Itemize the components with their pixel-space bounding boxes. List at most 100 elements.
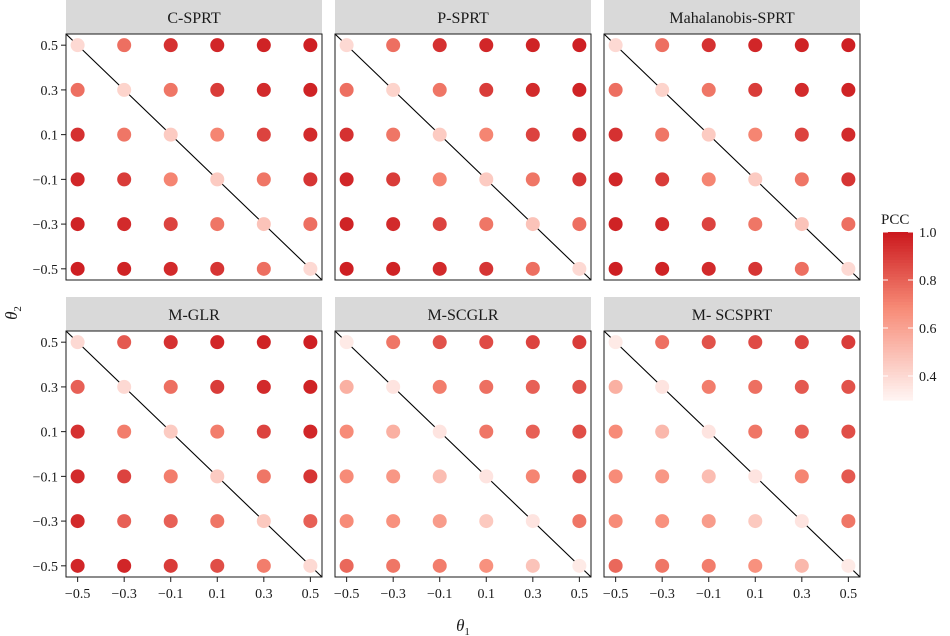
data-point xyxy=(256,217,271,232)
data-point xyxy=(794,217,809,232)
legend-gradient-band xyxy=(883,386,913,390)
data-point xyxy=(572,127,587,142)
data-point xyxy=(303,127,318,142)
data-point xyxy=(386,424,401,439)
data-point xyxy=(163,514,178,529)
data-point xyxy=(701,172,716,187)
data-point xyxy=(655,424,670,439)
data-point xyxy=(386,558,401,573)
data-point xyxy=(432,172,447,187)
data-point xyxy=(572,38,587,53)
data-point xyxy=(655,469,670,484)
data-point xyxy=(748,38,763,53)
data-point xyxy=(70,558,85,573)
data-point xyxy=(748,469,763,484)
data-point xyxy=(525,514,540,529)
data-point xyxy=(117,558,132,573)
data-point xyxy=(163,335,178,350)
x-tick-label: 0.5 xyxy=(840,587,858,602)
legend-gradient-band xyxy=(883,299,913,303)
x-tick-label: 0.5 xyxy=(302,587,320,602)
panel-border xyxy=(603,330,861,578)
data-point xyxy=(339,172,354,187)
y-tick-label: 0.5 xyxy=(41,336,59,351)
data-point xyxy=(210,469,225,484)
x-tick-label: −0.3 xyxy=(649,587,674,602)
facet-title: M- SCSPRT xyxy=(692,307,773,324)
data-point xyxy=(608,469,623,484)
legend-gradient-band xyxy=(883,240,913,244)
legend-gradient-band xyxy=(883,330,913,334)
legend-gradient-band xyxy=(883,296,913,300)
facet-title: M-GLR xyxy=(168,307,220,324)
y-tick-label: 0.1 xyxy=(41,129,59,144)
legend-gradient-band xyxy=(883,358,913,362)
data-point xyxy=(70,82,85,97)
data-point xyxy=(303,261,318,276)
facet-title: M-SCGLR xyxy=(427,307,498,324)
data-point xyxy=(210,379,225,394)
data-point xyxy=(841,424,856,439)
data-point xyxy=(70,217,85,232)
data-point xyxy=(70,335,85,350)
facet-panel: M-GLR xyxy=(65,297,323,578)
y-tick-label: −0.5 xyxy=(33,560,58,575)
data-point xyxy=(163,558,178,573)
data-point xyxy=(841,38,856,53)
facet-panel: M- SCSPRT xyxy=(603,297,861,578)
data-point xyxy=(339,127,354,142)
data-point xyxy=(655,82,670,97)
data-point xyxy=(701,558,716,573)
data-point xyxy=(339,424,354,439)
data-point xyxy=(748,379,763,394)
data-point xyxy=(303,38,318,53)
data-point xyxy=(303,424,318,439)
legend-gradient-band xyxy=(883,307,913,311)
legend-gradient-band xyxy=(883,246,913,250)
facet-panel: Mahalanobis-SPRT xyxy=(603,0,861,281)
data-point xyxy=(655,38,670,53)
data-point xyxy=(748,217,763,232)
data-point xyxy=(748,335,763,350)
legend-gradient-band xyxy=(883,290,913,295)
facet-panel: C-SPRT xyxy=(65,0,323,281)
data-point xyxy=(117,217,132,232)
data-point xyxy=(748,558,763,573)
data-point xyxy=(608,424,623,439)
data-point xyxy=(339,514,354,529)
data-point xyxy=(339,379,354,394)
data-point xyxy=(163,424,178,439)
data-point xyxy=(70,261,85,276)
panel-border xyxy=(65,330,323,578)
data-point xyxy=(841,261,856,276)
data-point xyxy=(432,217,447,232)
legend-gradient-band xyxy=(883,332,913,337)
data-point xyxy=(794,469,809,484)
legend-gradient-band xyxy=(883,363,913,367)
data-point xyxy=(655,261,670,276)
data-point xyxy=(655,558,670,573)
data-point xyxy=(655,172,670,187)
data-point xyxy=(210,424,225,439)
legend-gradient-band xyxy=(883,318,913,323)
legend-gradient-band xyxy=(883,268,913,272)
data-point xyxy=(432,82,447,97)
legend-gradient-band xyxy=(883,285,913,289)
data-point xyxy=(303,217,318,232)
x-axis-title: θ1 xyxy=(456,616,470,636)
data-point xyxy=(210,558,225,573)
legend-gradient-band xyxy=(883,234,913,239)
data-point xyxy=(339,469,354,484)
data-point xyxy=(841,82,856,97)
data-point xyxy=(794,127,809,142)
data-point xyxy=(386,379,401,394)
data-point xyxy=(70,514,85,529)
data-point xyxy=(841,379,856,394)
legend-gradient-band xyxy=(883,394,913,398)
legend-gradient-band xyxy=(883,344,913,348)
diagonal-reference-line xyxy=(334,330,592,578)
data-point xyxy=(748,127,763,142)
data-point xyxy=(303,469,318,484)
legend-gradient-band xyxy=(883,282,913,286)
data-point xyxy=(479,514,494,529)
